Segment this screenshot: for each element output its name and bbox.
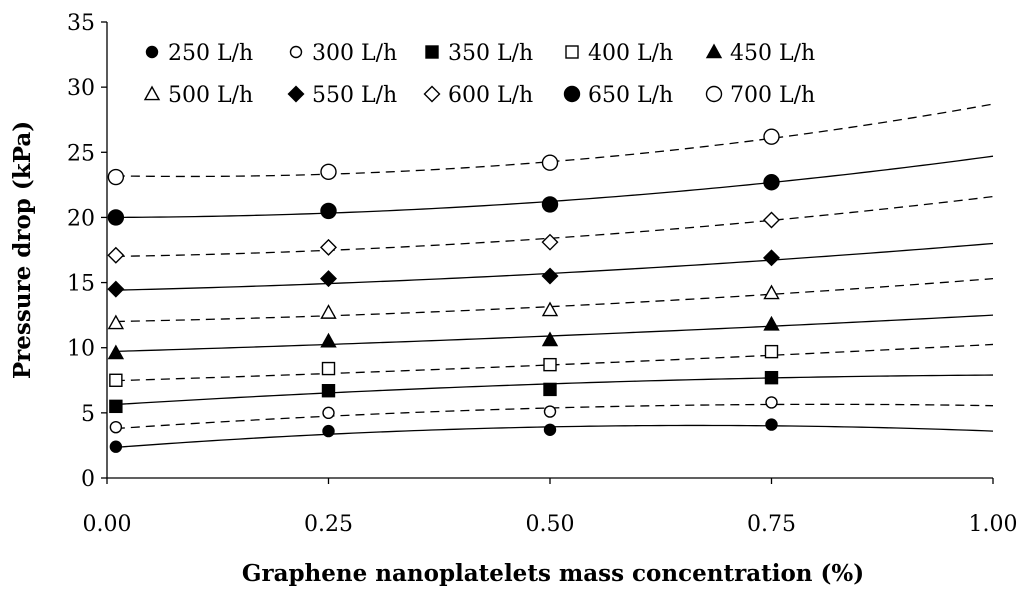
- fit-line-7: [115, 195, 994, 258]
- legend-marker-2: [425, 45, 439, 59]
- point-s4-3: [763, 315, 780, 331]
- y-axis-title: Pressure drop (kPa): [9, 121, 36, 379]
- y-tick-label-5: 25: [67, 141, 95, 166]
- y-tick-label-0: 0: [81, 467, 95, 492]
- point-s3-3: [764, 344, 779, 359]
- point-s8-1: [320, 202, 337, 220]
- legend-label-0: 250 L/h: [168, 41, 253, 66]
- legend: 250 L/h 300 L/h 350 L/h 400 L/h 450 L/h 500 L…: [143, 41, 815, 108]
- x-tick-label-0: 0.00: [83, 512, 132, 537]
- point-s2-1: [321, 384, 336, 398]
- point-s1-2: [543, 405, 557, 418]
- legend-marker-5: [143, 85, 161, 101]
- point-s7-1: [320, 238, 337, 256]
- x-tick-label-3: 0.75: [747, 512, 796, 537]
- ticks: [101, 21, 994, 484]
- legend-label-8: 650 L/h: [588, 83, 673, 108]
- point-s3-1: [321, 361, 336, 376]
- x-tick-label-2: 0.50: [526, 512, 575, 537]
- legend-marker-3: [565, 45, 579, 59]
- point-s2-2: [543, 382, 557, 397]
- point-s4-2: [541, 331, 559, 347]
- x-tick-label-4: 1.00: [969, 512, 1018, 537]
- x-tick-label-1: 0.25: [304, 512, 353, 537]
- point-s8-0: [107, 209, 125, 226]
- point-s5-3: [763, 284, 780, 300]
- y-tick-label-3: 15: [67, 272, 95, 297]
- y-tick-label-7: 35: [67, 11, 95, 36]
- legend-label-1: 300 L/h: [312, 41, 397, 66]
- legend-marker-6: [287, 85, 305, 103]
- point-s9-2: [541, 154, 559, 171]
- point-s8-3: [763, 174, 780, 191]
- point-s0-2: [543, 423, 557, 436]
- legend-label-5: 500 L/h: [168, 83, 253, 108]
- point-s3-2: [543, 357, 557, 372]
- point-s6-2: [541, 267, 559, 285]
- point-s0-1: [322, 424, 335, 438]
- point-s7-2: [541, 233, 559, 251]
- legend-label-3: 400 L/h: [588, 41, 673, 66]
- point-s5-2: [541, 301, 559, 317]
- point-s6-1: [320, 270, 337, 288]
- legend-label-7: 600 L/h: [448, 83, 533, 108]
- point-s4-1: [320, 332, 337, 348]
- point-s6-3: [763, 249, 780, 267]
- legend-marker-9: [705, 85, 723, 103]
- y-tick-label-1: 5: [81, 402, 95, 427]
- legend-marker-8: [563, 85, 581, 103]
- fit-line-6: [115, 242, 994, 291]
- point-s8-2: [541, 196, 559, 213]
- point-s9-0: [107, 168, 125, 186]
- fit-line-4: [115, 314, 994, 353]
- fit-line-5: [115, 278, 994, 323]
- point-s5-1: [320, 304, 337, 319]
- y-tick-label-2: 10: [67, 337, 95, 362]
- tick-labels: 0 5 10 15 20 25 30 35 0.00 0.25 0.50 0.75 1.00: [67, 11, 1017, 537]
- point-s2-3: [764, 370, 779, 385]
- point-s0-3: [765, 418, 778, 431]
- point-s9-1: [320, 163, 337, 181]
- point-s2-0: [109, 399, 123, 414]
- point-s6-0: [107, 280, 125, 298]
- point-s0-0: [109, 440, 123, 453]
- point-s1-0: [109, 420, 123, 434]
- point-s1-1: [322, 406, 335, 420]
- point-s4-0: [107, 344, 125, 360]
- y-tick-label-6: 30: [67, 76, 95, 101]
- point-s3-0: [109, 373, 123, 387]
- legend-marker-0: [145, 45, 159, 59]
- legend-label-6: 550 L/h: [312, 83, 397, 108]
- legend-marker-4: [705, 43, 723, 59]
- legend-label-9: 700 L/h: [730, 83, 815, 108]
- legend-label-4: 450 L/h: [730, 41, 815, 66]
- legend-label-2: 350 L/h: [448, 41, 533, 66]
- x-axis-title: Graphene nanoplatelets mass concentratio…: [242, 560, 864, 587]
- point-s1-3: [765, 396, 778, 409]
- point-s5-0: [107, 314, 125, 330]
- markers: [107, 128, 780, 453]
- point-s7-3: [763, 211, 780, 229]
- point-s7-0: [107, 246, 125, 264]
- y-tick-label-4: 20: [67, 206, 95, 231]
- legend-marker-1: [289, 45, 303, 59]
- legend-marker-7: [423, 85, 441, 103]
- point-s9-3: [763, 128, 780, 145]
